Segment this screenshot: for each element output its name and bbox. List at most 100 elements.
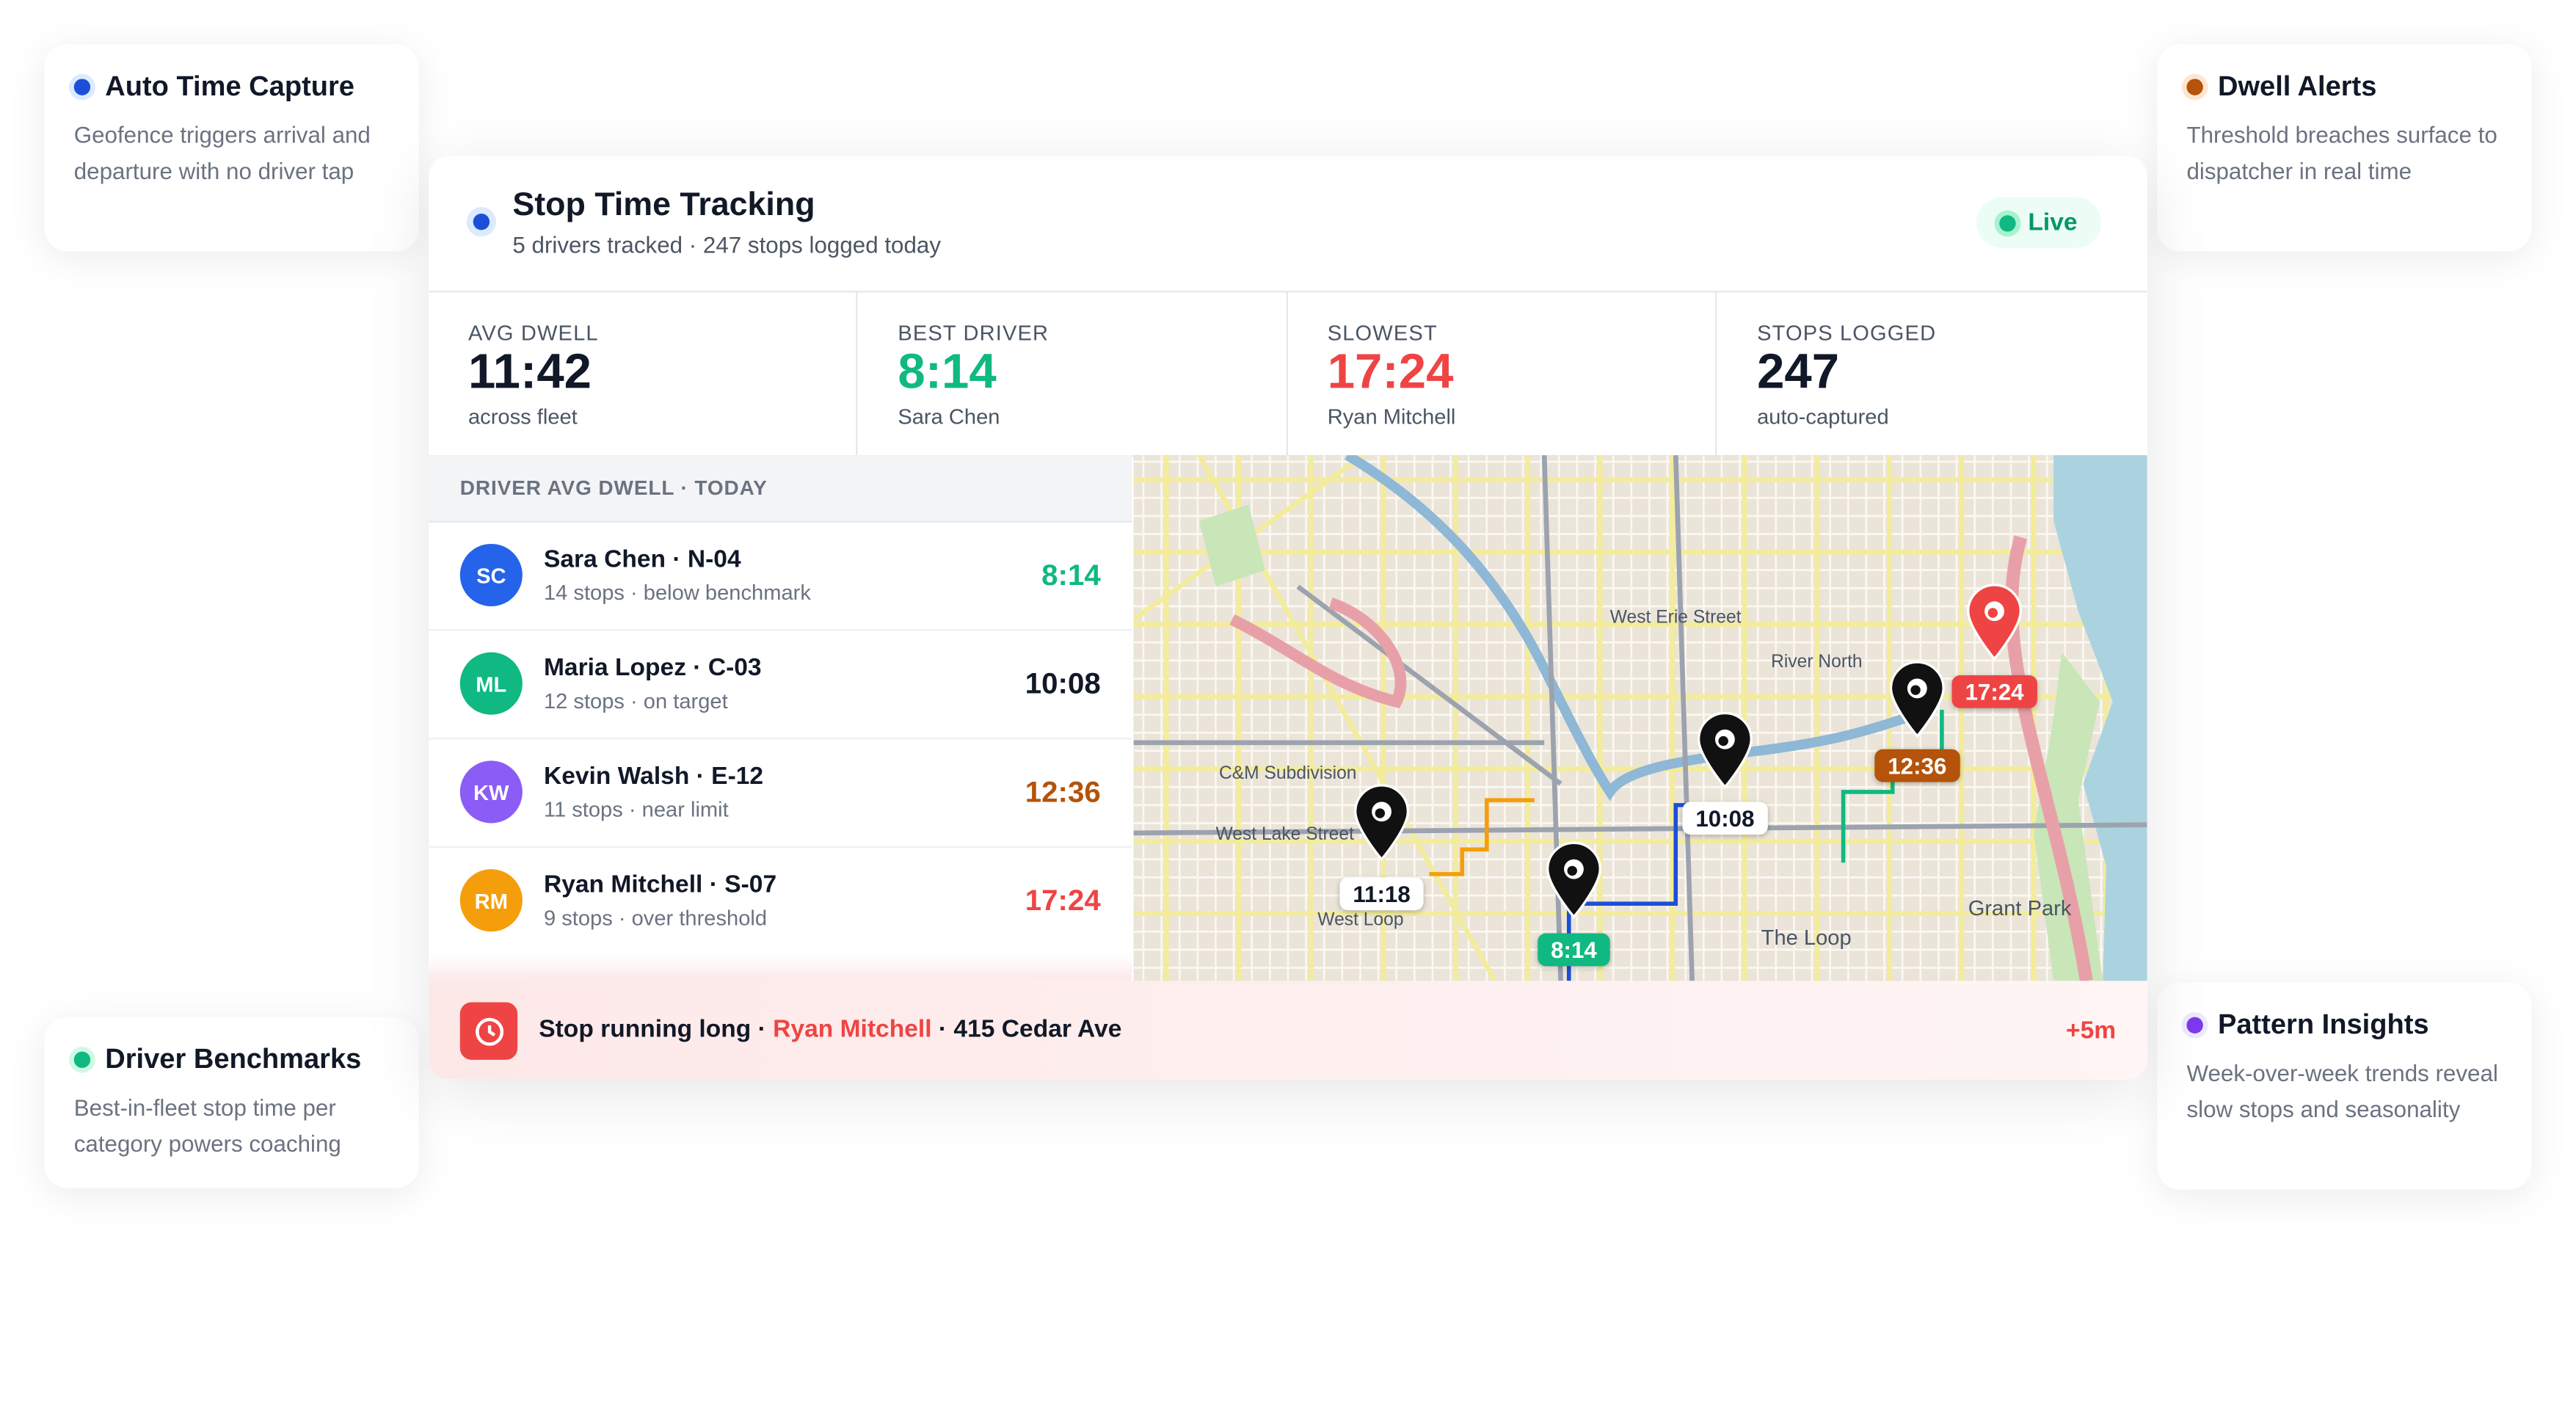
stat-value: 17:24 xyxy=(1327,345,1454,399)
avatar: RM xyxy=(459,869,523,932)
park xyxy=(2034,652,2103,981)
alert-bar: Stop running long · Ryan Mitchell · 415 … xyxy=(429,981,2147,1080)
callout: Driver Benchmarks Best-in-fleet stop tim… xyxy=(44,1017,419,1188)
map-land xyxy=(1133,455,2147,981)
driver-detail: 11 stops · near limit xyxy=(543,796,729,822)
dot xyxy=(73,1051,91,1069)
callout-text: Week-over-week trends reveal slow stops … xyxy=(2186,1059,2498,1122)
stat: BEST DRIVER 8:14 Sara Chen xyxy=(859,292,1287,456)
stat-note: Sara Chen xyxy=(898,404,1000,429)
dot xyxy=(2186,79,2203,95)
driver-name: Sara Chen · N-04 xyxy=(543,545,741,574)
map-label: Grant Park xyxy=(1968,895,2072,920)
stat-value: 8:14 xyxy=(898,345,997,399)
avatar: KW xyxy=(459,760,523,824)
map-label: West Loop xyxy=(1317,910,1404,930)
callout-text: Best-in-fleet stop time per category pow… xyxy=(73,1094,341,1156)
alert-prefix: Stop running long · xyxy=(539,1015,766,1044)
pin-icon xyxy=(1697,711,1753,789)
divider xyxy=(429,291,2147,293)
list-heading: DRIVER AVG DWELL · TODAY xyxy=(459,476,768,500)
callout: Pattern Insights Week-over-week trends r… xyxy=(2157,982,2532,1190)
driver-row: RM Ryan Mitchell · S-07 9 stops · over thr… xyxy=(429,846,1132,956)
pin-label: 11:18 xyxy=(1339,877,1424,911)
alert-text: Stop running long · Ryan Mitchell · 415 … xyxy=(539,1015,1121,1043)
row-peek xyxy=(429,954,1132,981)
route xyxy=(1429,798,1535,876)
stat-note: across fleet xyxy=(467,404,578,429)
park xyxy=(1199,504,1265,587)
dot xyxy=(473,214,490,230)
driver-detail: 14 stops · below benchmark xyxy=(543,580,811,605)
avatar: ML xyxy=(459,652,523,715)
alert-driver: Ryan Mitchell xyxy=(773,1015,932,1044)
pin-label: 12:36 xyxy=(1874,749,1960,782)
pin-label: 17:24 xyxy=(1951,675,2037,708)
rail xyxy=(1133,455,2147,981)
pin xyxy=(1888,659,1947,738)
panel: Stop Time Tracking 5 drivers tracked · 2… xyxy=(429,156,2147,1080)
stat: AVG DWELL 11:42 across fleet xyxy=(429,292,858,456)
callout: Dwell Alerts Threshold breaches surface … xyxy=(2157,44,2532,252)
pin-icon xyxy=(1967,584,2023,661)
panel-title: Stop Time Tracking xyxy=(512,187,815,224)
stat: SLOWEST 17:24 Ryan Mitchell xyxy=(1288,292,1717,456)
driver-row: ML Maria Lopez · C-03 12 stops · on target… xyxy=(429,629,1132,740)
stat-note: auto-captured xyxy=(1757,404,1889,429)
panel-subtitle: 5 drivers tracked · 247 stops logged tod… xyxy=(512,231,941,258)
driver-list: DRIVER AVG DWELL · TODAY SC Sara Chen · N… xyxy=(429,455,1132,981)
highway xyxy=(1229,597,1407,708)
callout-title: Driver Benchmarks xyxy=(105,1043,362,1075)
stat-value: 247 xyxy=(1757,345,1840,399)
map-label: River North xyxy=(1771,652,1863,672)
highway xyxy=(2005,535,2093,981)
list-header: DRIVER AVG DWELL · TODAY xyxy=(429,455,1132,523)
stat-label: STOPS LOGGED xyxy=(1757,320,1937,346)
driver-name: Ryan Mitchell · S-07 xyxy=(543,871,777,899)
map-label: West Lake Street xyxy=(1215,824,1354,845)
map-base xyxy=(1133,455,2147,981)
pin-icon xyxy=(1546,841,1601,919)
pin-label: 8:14 xyxy=(1538,933,1610,967)
driver-detail: 12 stops · on target xyxy=(543,688,728,713)
pin-icon xyxy=(1354,784,1410,862)
driver-time: 8:14 xyxy=(1041,559,1101,592)
clock-icon xyxy=(474,1017,503,1045)
alert-delta: +5m xyxy=(2066,1017,2117,1045)
stat-label: SLOWEST xyxy=(1327,320,1438,346)
callout-text: Geofence triggers arrival and departure … xyxy=(73,121,371,183)
map-label: C&M Subdivision xyxy=(1218,763,1357,784)
river xyxy=(1345,455,1907,802)
stat-label: BEST DRIVER xyxy=(898,320,1049,346)
driver-name: Kevin Walsh · E-12 xyxy=(543,762,764,791)
dot xyxy=(2000,214,2017,231)
callout: Auto Time Capture Geofence triggers arri… xyxy=(44,44,419,252)
alert-suffix: · 415 Cedar Ave xyxy=(938,1015,1122,1044)
alert-icon xyxy=(459,1002,518,1060)
callout-title: Auto Time Capture xyxy=(105,70,354,102)
callout-title: Pattern Insights xyxy=(2217,1009,2429,1040)
driver-row: SC Sara Chen · N-04 14 stops · below bench… xyxy=(429,521,1132,631)
pin xyxy=(1695,710,1755,789)
map-label: West Erie Street xyxy=(1609,608,1742,628)
stat-value: 11:42 xyxy=(467,345,592,399)
pin-label: 10:08 xyxy=(1682,802,1768,835)
callout-title: Dwell Alerts xyxy=(2217,70,2377,102)
driver-time: 10:08 xyxy=(1025,666,1101,700)
map: River North West Erie Street West Lake Str… xyxy=(1133,455,2147,981)
pin xyxy=(1544,840,1604,919)
callout-text: Threshold breaches surface to dispatcher… xyxy=(2186,121,2497,183)
dot xyxy=(73,79,91,95)
pin xyxy=(1352,782,1411,862)
avatar: SC xyxy=(459,543,523,607)
driver-time: 12:36 xyxy=(1025,775,1101,809)
stat-label: AVG DWELL xyxy=(467,320,599,346)
driver-name: Maria Lopez · C-03 xyxy=(543,653,762,682)
driver-detail: 9 stops · over threshold xyxy=(543,905,768,930)
pin xyxy=(1965,581,2024,661)
live-badge: Live xyxy=(1976,197,2102,249)
driver-row: KW Kevin Walsh · E-12 11 stops · near limi… xyxy=(429,738,1132,848)
map-label: The Loop xyxy=(1761,925,1852,950)
